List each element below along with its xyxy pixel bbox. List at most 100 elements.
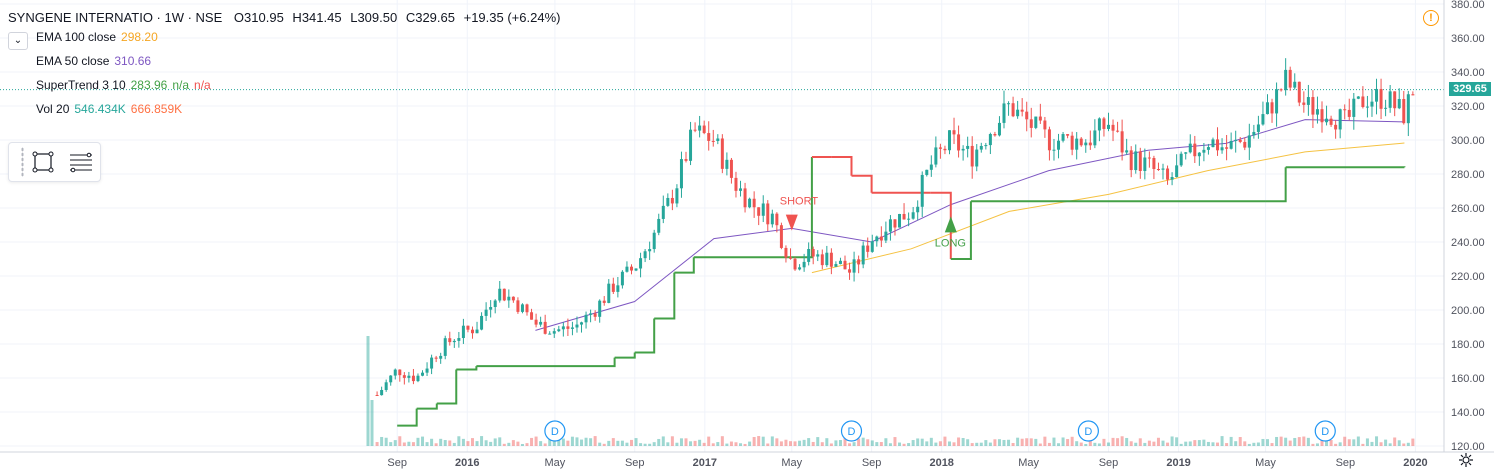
volume-bar [689,441,693,446]
volume-bar [1265,439,1269,446]
volume-bar [1047,442,1051,446]
indicator-row[interactable]: Vol 20 546.434K 666.859K [36,102,182,116]
candle-body [552,331,556,334]
gear-icon[interactable] [1458,452,1474,468]
candle-body [1079,138,1083,146]
volume-bar [1170,436,1174,446]
x-tick-label: Sep [1336,457,1356,469]
candle-body [961,148,965,151]
volume-bar [957,437,961,446]
volume-bar [739,443,743,446]
volume-bar [1238,437,1242,446]
volume-bar [979,442,983,446]
warning-icon[interactable]: ! [1423,10,1439,26]
volume-bar [1397,440,1401,446]
volume-bar [598,442,602,446]
candle-body [811,249,815,257]
candle-body [516,300,520,312]
candle-body [666,197,670,206]
candle-body [920,174,924,207]
supertrend-segment [456,366,478,371]
volume-bar [1216,442,1220,446]
volume-bar [1220,436,1224,446]
candle-body [902,213,906,220]
volume-bar [370,400,374,446]
candle-body [975,149,979,167]
rectangle-tool-icon[interactable] [29,148,57,176]
volume-bar [829,443,833,446]
symbol-header: SYNGENE INTERNATIO · 1W · NSE O310.95 H3… [8,6,560,30]
indicator-value: n/a [172,78,190,92]
volume-bar [834,440,838,446]
volume-bar [502,443,506,446]
volume-bar [1293,437,1297,446]
volume-bar [1079,442,1083,446]
volume-bar [657,438,661,446]
y-tick-label: 300.00 [1451,135,1485,147]
candle-body [421,372,425,376]
volume-bar [648,443,652,446]
indicator-row[interactable]: EMA 50 close 310.66 [36,54,151,68]
candle-body [611,283,615,292]
chart-legend: SYNGENE INTERNATIO · 1W · NSE O310.95 H3… [8,6,560,30]
drag-handle[interactable] [21,147,24,177]
x-tick-label: May [1255,457,1276,469]
volume-bar [1206,441,1210,446]
indicator-row[interactable]: EMA 100 close 298.20 [36,30,158,44]
y-tick-label: 220.00 [1451,271,1485,283]
candle-body [1170,177,1174,180]
lines-tool-icon[interactable] [67,148,95,176]
candle-body [766,203,770,225]
candle-body [1297,81,1301,103]
volume-bar [1102,438,1106,446]
candle-body [739,188,743,191]
long-signal-arrow [944,216,957,233]
volume-bar [1261,438,1265,446]
volume-bar [1275,436,1279,446]
volume-bar [929,437,933,446]
candle-body [802,261,806,268]
indicator-row[interactable]: SuperTrend 3 10 283.96 n/a n/a [36,78,211,92]
candle-body [543,321,547,334]
candle-body [1243,141,1247,148]
volume-bar [666,442,670,446]
volume-bar [1143,442,1147,446]
candle-body [434,357,438,359]
y-tick-label: 200.00 [1451,305,1485,317]
volume-bar [407,441,411,446]
candle-body [530,312,534,320]
collapse-legend-button[interactable]: ⌄ [8,32,28,50]
volume-bar [975,442,979,446]
volume-bar [520,443,524,446]
candle-body [852,259,856,273]
candle-body [657,218,661,233]
candle-body [979,145,983,150]
candle-body [1411,94,1415,96]
volume-bar [866,439,870,446]
volume-bar [848,443,852,446]
volume-bar [952,442,956,446]
volume-bar [589,438,593,446]
candle-body [511,296,515,301]
candle-body [607,283,611,303]
volume-bar [366,336,370,446]
candle-body [1252,131,1256,136]
volume-bar [1270,443,1274,446]
candle-body [375,395,379,396]
supertrend-segment [674,257,695,274]
volume-bar [561,438,565,446]
indicator-value: 310.66 [114,54,152,68]
volume-bar [425,442,429,446]
candle-body [448,338,452,343]
y-tick-label: 160.00 [1451,373,1485,385]
volume-bar [1179,443,1183,446]
candle-body [888,219,892,232]
candle-body [1311,97,1315,115]
candle-body [829,252,833,267]
indicator-name: Vol 20 [36,102,70,116]
candle-body [816,254,820,257]
volume-bar [1329,439,1333,446]
candle-body [1147,157,1151,159]
volume-bar [1134,442,1138,446]
